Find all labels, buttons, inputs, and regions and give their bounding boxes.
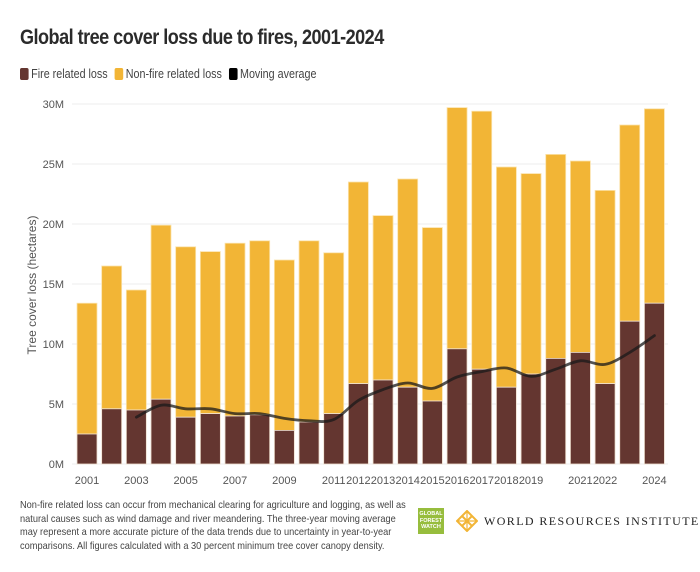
- bar-nonfire-2018: [495, 166, 517, 388]
- legend-swatch-moving-average: [228, 68, 238, 80]
- bar-nonfire-2004: [150, 224, 172, 400]
- x-tick-label: 2024: [642, 475, 666, 487]
- y-tick-label: 10M: [43, 339, 64, 351]
- bar-fire-2002: [101, 408, 123, 465]
- bar-fire-2014: [397, 386, 419, 465]
- bar-fire-2009: [273, 429, 295, 465]
- bar-nonfire-2014: [397, 178, 419, 388]
- x-tick-label: 2014: [395, 475, 419, 487]
- x-tick-label: 2005: [173, 475, 197, 487]
- bar-fire-2020: [545, 357, 567, 465]
- bar-fire-2013: [372, 379, 394, 465]
- x-tick-label: 2022: [593, 475, 617, 487]
- bar-nonfire-2021: [570, 160, 591, 353]
- x-tick-label: 2018: [494, 475, 518, 487]
- legend-item-fire: Fire related loss: [20, 67, 108, 81]
- bar-fire-2023: [619, 320, 641, 465]
- bar-fire-2010: [298, 421, 320, 465]
- bar-nonfire-2012: [347, 181, 369, 385]
- bar-nonfire-2007: [224, 242, 246, 417]
- y-tick-label: 5M: [49, 399, 64, 411]
- bar-fire-2008: [249, 414, 271, 465]
- bar-fire-2022: [594, 383, 616, 465]
- bar-nonfire-2008: [249, 240, 271, 416]
- x-tick-label: 2017: [469, 475, 493, 487]
- legend: Fire related loss Non-fire related loss …: [20, 67, 323, 81]
- bar-fire-2019: [520, 373, 542, 465]
- x-tick-label: 2021: [568, 475, 592, 487]
- y-tick-label: 0M: [49, 459, 64, 471]
- y-axis-ticks: 0M 5M 10M 15M 20M 25M 30M: [43, 99, 64, 471]
- bar-fire-2007: [224, 415, 246, 465]
- bars: [76, 107, 665, 465]
- bar-fire-2021: [570, 351, 591, 465]
- x-tick-label: 2011: [322, 475, 346, 487]
- bar-nonfire-2020: [545, 153, 567, 359]
- bar-fire-2001: [76, 433, 98, 465]
- bar-nonfire-2006: [199, 251, 221, 415]
- bar-nonfire-2017: [471, 110, 493, 370]
- bar-fire-2017: [471, 368, 493, 465]
- y-axis-label: Tree cover loss (hectares): [25, 216, 39, 355]
- bar-nonfire-2011: [323, 252, 345, 415]
- bar-fire-2006: [199, 413, 221, 465]
- bar-nonfire-2024: [644, 108, 665, 304]
- bar-fire-2011: [323, 413, 345, 465]
- x-tick-label: 2009: [272, 475, 296, 487]
- x-tick-label: 2013: [371, 475, 395, 487]
- wri-logo-text: WORLD RESOURCES INSTITUTE: [484, 513, 700, 528]
- moving-average-line: [134, 334, 656, 423]
- legend-swatch-nonfire: [114, 68, 124, 80]
- bar-fire-2018: [495, 386, 517, 465]
- legend-item-nonfire: Non-fire related loss: [114, 67, 222, 81]
- legend-label-moving-average: Moving average: [239, 67, 317, 81]
- bar-fire-2016: [446, 348, 468, 465]
- global-forest-watch-logo: GLOBAL FOREST WATCH: [418, 508, 444, 534]
- chart-title: Global tree cover loss due to fires, 200…: [20, 26, 384, 49]
- gfw-logo-line: WATCH: [421, 524, 441, 531]
- gfw-logo-line: GLOBAL: [419, 511, 443, 518]
- bar-fire-2003: [125, 409, 147, 465]
- bar-nonfire-2015: [421, 227, 443, 402]
- legend-swatch-fire: [20, 68, 29, 80]
- bar-fire-2015: [421, 400, 443, 465]
- y-tick-label: 25M: [43, 159, 64, 171]
- x-tick-label: 2012: [346, 475, 370, 487]
- bar-nonfire-2023: [619, 124, 641, 322]
- bar-nonfire-2022: [594, 189, 616, 384]
- legend-item-moving-average: Moving average: [228, 67, 317, 81]
- y-tick-label: 30M: [43, 99, 64, 111]
- bar-nonfire-2001: [76, 302, 98, 435]
- legend-label-nonfire: Non-fire related loss: [125, 67, 222, 81]
- x-tick-label: 2019: [519, 475, 543, 487]
- bar-nonfire-2009: [273, 259, 295, 431]
- bar-fire-2004: [150, 398, 172, 465]
- footnote: Non-fire related loss can occur from mec…: [20, 499, 406, 552]
- x-tick-label: 2001: [75, 475, 99, 487]
- x-axis-ticks: 2001 2003 2005 2007 2009 2011 2012 2013 2014 2015…: [75, 475, 667, 487]
- bar-nonfire-2010: [298, 240, 320, 423]
- bar-fire-2024: [644, 302, 665, 465]
- bar-nonfire-2005: [175, 246, 197, 418]
- legend-label-fire: Fire related loss: [31, 67, 108, 81]
- bar-fire-2005: [175, 416, 197, 465]
- bar-nonfire-2019: [520, 173, 542, 375]
- bar-nonfire-2013: [372, 215, 394, 381]
- y-tick-label: 20M: [43, 219, 64, 231]
- wri-knot-icon: [456, 510, 478, 532]
- x-tick-label: 2003: [124, 475, 148, 487]
- x-tick-label: 2007: [223, 475, 247, 487]
- wri-logo: WORLD RESOURCES INSTITUTE: [456, 510, 700, 532]
- x-tick-label: 2016: [445, 475, 469, 487]
- gfw-logo-line: FOREST: [419, 517, 443, 524]
- y-tick-label: 15M: [43, 279, 64, 291]
- x-tick-label: 2015: [420, 475, 444, 487]
- bar-nonfire-2016: [446, 107, 468, 350]
- bar-nonfire-2002: [101, 265, 123, 410]
- bar-nonfire-2003: [125, 289, 147, 411]
